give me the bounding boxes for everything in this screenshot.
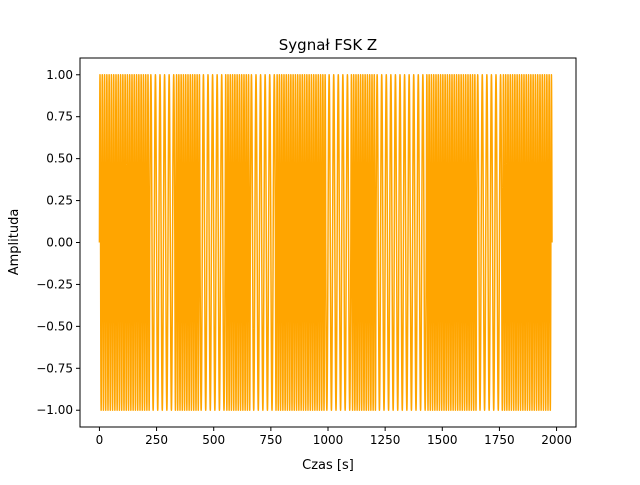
y-tick-label: −0.75 bbox=[36, 361, 73, 375]
x-tick-label: 250 bbox=[145, 433, 168, 447]
y-tick-label: 1.00 bbox=[46, 68, 73, 82]
x-tick-label: 1750 bbox=[484, 433, 515, 447]
y-axis-label: Amplituda bbox=[7, 209, 22, 276]
y-tick-label: −1.00 bbox=[36, 403, 73, 417]
x-tick-label: 0 bbox=[96, 433, 104, 447]
x-axis-label: Czas [s] bbox=[302, 458, 354, 473]
series-line-0 bbox=[98, 74, 553, 411]
y-tick-label: −0.25 bbox=[36, 277, 73, 291]
y-tick-label: 0.75 bbox=[46, 110, 73, 124]
x-tick-label: 500 bbox=[202, 433, 225, 447]
x-axis: 0 250 500 750 1000 1250 1500 1750 2000 bbox=[96, 427, 572, 447]
x-tick-label: 2000 bbox=[541, 433, 572, 447]
x-tick-label: 750 bbox=[259, 433, 282, 447]
y-tick-label: 0.00 bbox=[46, 236, 73, 250]
x-tick-label: 1500 bbox=[427, 433, 458, 447]
x-tick-label: 1250 bbox=[370, 433, 401, 447]
x-tick-label: 1000 bbox=[313, 433, 344, 447]
y-tick-label: 0.25 bbox=[46, 194, 73, 208]
y-tick-label: 0.50 bbox=[46, 152, 73, 166]
chart-title: Sygnał FSK Z bbox=[279, 36, 377, 54]
y-axis: −1.00 −0.75 −0.50 −0.25 0.00 0.25 0.50 0.75 1.00 bbox=[36, 68, 80, 417]
plot-area bbox=[98, 74, 553, 411]
y-tick-label: −0.50 bbox=[36, 319, 73, 333]
